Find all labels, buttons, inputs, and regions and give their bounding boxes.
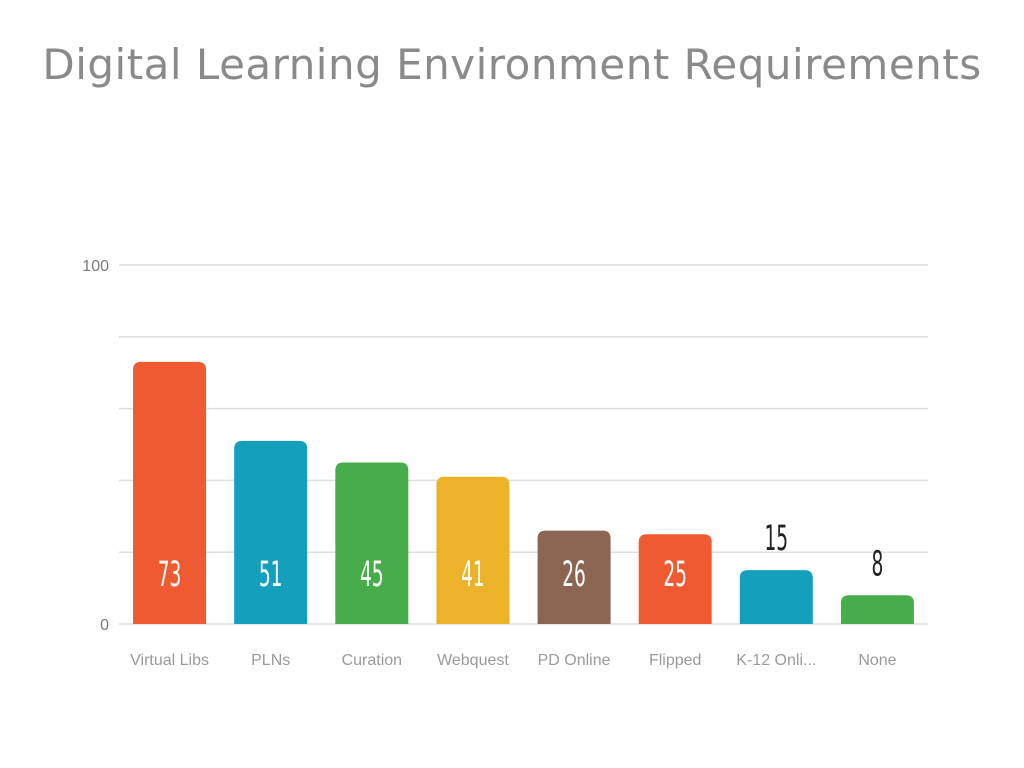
x-tick-label: None xyxy=(858,652,896,669)
chart-title: Digital Learning Environment Requirement… xyxy=(42,40,982,89)
data-label: 8 xyxy=(872,543,884,584)
y-tick-label: 0 xyxy=(100,617,109,634)
data-label: 25 xyxy=(663,554,687,595)
bar xyxy=(537,530,611,624)
x-tick-label: Webquest xyxy=(437,652,509,669)
bar xyxy=(638,534,712,624)
bar xyxy=(436,476,510,624)
bar xyxy=(133,361,207,624)
x-tick-label: Flipped xyxy=(649,652,701,669)
bar xyxy=(840,595,914,624)
data-label: 73 xyxy=(158,554,182,595)
data-label: 26 xyxy=(562,554,586,595)
x-tick-label: PD Online xyxy=(538,652,611,669)
x-tick-label: PLNs xyxy=(251,652,290,669)
data-label: 41 xyxy=(461,554,485,595)
data-label: 51 xyxy=(259,554,283,595)
x-tick-label: K-12 Onli... xyxy=(736,652,816,669)
data-label: 45 xyxy=(360,554,384,595)
x-tick-label: Curation xyxy=(342,652,402,669)
y-tick-label: 100 xyxy=(82,258,109,275)
bar xyxy=(739,570,813,624)
bar xyxy=(234,440,308,624)
bar xyxy=(335,462,409,624)
x-tick-label: Virtual Libs xyxy=(130,652,209,669)
data-label: 15 xyxy=(764,518,788,559)
